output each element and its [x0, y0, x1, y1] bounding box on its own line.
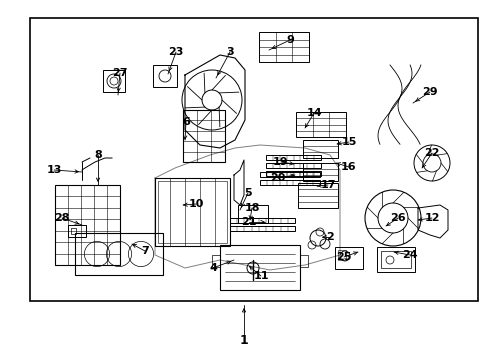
Text: 14: 14 — [305, 108, 321, 118]
Text: 7: 7 — [141, 246, 148, 256]
Bar — [260, 180, 319, 185]
Text: 5: 5 — [244, 188, 251, 198]
Text: 23: 23 — [168, 47, 183, 57]
Bar — [103, 70, 125, 92]
Bar — [220, 245, 299, 290]
Bar — [153, 65, 177, 87]
Text: 27: 27 — [112, 68, 127, 78]
Bar — [265, 163, 320, 168]
Text: 3: 3 — [226, 47, 233, 57]
Text: 10: 10 — [188, 199, 203, 209]
Bar — [30, 18, 477, 301]
Text: 28: 28 — [54, 213, 70, 223]
Text: 26: 26 — [389, 213, 405, 223]
Bar — [259, 32, 308, 62]
Bar — [334, 247, 362, 269]
Text: 20: 20 — [270, 173, 285, 183]
Bar — [238, 205, 267, 223]
Text: 8: 8 — [94, 150, 102, 160]
Text: 17: 17 — [320, 180, 335, 190]
Bar — [303, 140, 337, 158]
Bar — [299, 255, 307, 267]
Text: 9: 9 — [285, 35, 293, 45]
Text: 29: 29 — [421, 87, 437, 97]
Text: 24: 24 — [401, 250, 417, 260]
Bar — [265, 171, 320, 176]
Bar — [260, 172, 319, 177]
Bar — [55, 185, 120, 265]
Bar — [303, 163, 337, 181]
Bar — [297, 183, 337, 208]
Bar — [229, 218, 294, 223]
Text: 13: 13 — [46, 165, 61, 175]
Bar — [376, 247, 414, 272]
Bar — [265, 155, 320, 160]
Text: 18: 18 — [244, 203, 259, 213]
Text: 19: 19 — [273, 157, 288, 167]
Text: 12: 12 — [424, 213, 439, 223]
Text: 11: 11 — [253, 271, 268, 281]
Bar — [68, 225, 86, 237]
Text: 6: 6 — [182, 117, 189, 127]
Bar — [380, 251, 410, 268]
Text: 22: 22 — [424, 148, 439, 158]
Text: 16: 16 — [341, 162, 356, 172]
Text: 4: 4 — [209, 263, 217, 273]
Bar — [295, 112, 346, 137]
Bar — [155, 178, 229, 246]
Bar — [158, 181, 226, 243]
Bar — [183, 110, 224, 162]
Bar — [71, 228, 76, 234]
Bar — [337, 250, 346, 260]
Text: 25: 25 — [336, 252, 351, 262]
Bar — [212, 255, 220, 267]
Text: 2: 2 — [325, 232, 333, 242]
Text: 15: 15 — [341, 137, 356, 147]
Bar — [75, 233, 163, 275]
Text: 1: 1 — [239, 333, 248, 346]
Bar — [229, 226, 294, 231]
Text: 21: 21 — [241, 217, 256, 227]
